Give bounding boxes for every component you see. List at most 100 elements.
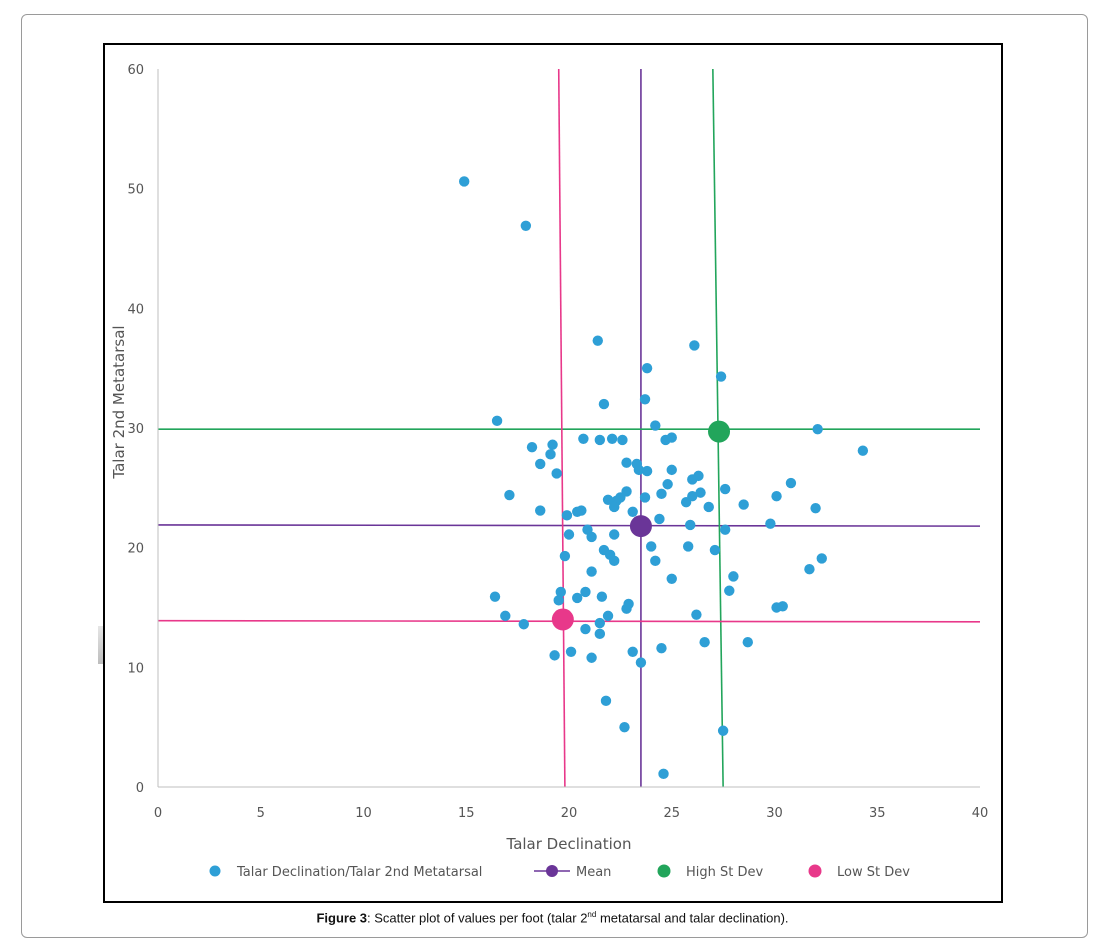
y-tick-label: 10 (127, 661, 144, 676)
data-point (650, 555, 661, 567)
data-point (491, 415, 503, 427)
data-point (596, 591, 608, 602)
y-tick-labels: 0 10 20 30 40 50 60 (127, 63, 144, 796)
data-point (458, 176, 470, 187)
data-point (857, 445, 869, 456)
legend: Talar Declination/Talar 2nd Metatarsal Me… (209, 864, 910, 880)
low-st-dev-point (551, 608, 574, 631)
data-point (586, 566, 597, 577)
data-point (812, 423, 823, 435)
data-point (621, 457, 632, 468)
data-point (592, 335, 603, 346)
x-axis-title: Talar Declination (506, 835, 632, 853)
data-point (666, 573, 677, 584)
data-point (609, 501, 620, 513)
data-point (565, 646, 577, 657)
data-point (500, 610, 511, 622)
x-tick-label: 20 (561, 806, 578, 821)
legend-high-st-dev-label: High St Dev (686, 865, 764, 880)
data-point (785, 477, 797, 489)
legend-low-st-dev-marker (808, 864, 822, 878)
y-tick-label: 60 (127, 63, 144, 78)
x-tick-label: 0 (154, 806, 162, 821)
data-point (717, 725, 729, 736)
data-point (545, 449, 556, 460)
data-point (662, 479, 673, 490)
data-point (682, 541, 694, 552)
data-point (535, 458, 546, 470)
data-point (504, 489, 515, 501)
data-point (738, 499, 749, 510)
data-point (689, 340, 700, 351)
x-tick-label: 10 (355, 806, 372, 821)
data-point (719, 483, 731, 495)
data-point (627, 646, 638, 657)
data-point (555, 586, 566, 598)
y-tick-label: 0 (136, 781, 144, 796)
data-point (549, 650, 560, 661)
caption-superscript: nd (587, 910, 597, 919)
data-point (586, 531, 597, 543)
data-point (535, 505, 546, 516)
data-point (641, 465, 653, 477)
data-point (619, 721, 630, 733)
data-point (617, 434, 628, 446)
data-point (666, 432, 677, 443)
reference-line-low-st-dev-vertical (557, 68, 566, 788)
data-point (695, 487, 706, 498)
data-point (553, 595, 564, 606)
data-point (728, 571, 739, 582)
data-point (680, 496, 692, 508)
y-tick-label: 50 (127, 183, 144, 198)
data-point (559, 550, 571, 562)
legend-mean-marker (546, 865, 558, 877)
data-point (691, 609, 702, 620)
high-st-dev-point (708, 420, 731, 443)
data-point (563, 529, 575, 540)
data-point (666, 464, 677, 476)
data-points (458, 176, 869, 780)
y-tick-label: 40 (127, 302, 144, 317)
data-point (609, 555, 620, 567)
y-axis-title: Talar 2nd Metatarsal (110, 325, 128, 479)
data-point (771, 491, 782, 502)
data-point (547, 439, 558, 450)
data-point (621, 603, 632, 614)
data-point (520, 220, 532, 231)
data-point (804, 564, 815, 575)
data-point (576, 505, 587, 516)
x-tick-label: 30 (766, 806, 783, 821)
data-point (600, 695, 612, 707)
data-point (598, 398, 610, 410)
data-point (602, 494, 614, 505)
data-point (703, 501, 714, 513)
data-point (709, 544, 721, 556)
data-point (816, 553, 827, 564)
data-point (715, 371, 727, 382)
y-tick-label: 20 (127, 542, 144, 557)
data-point (810, 502, 821, 514)
caption-text-after: metatarsal and talar declination). (596, 910, 789, 926)
data-point (646, 541, 657, 552)
data-point (641, 362, 653, 374)
data-point (719, 524, 731, 535)
x-tick-label: 15 (458, 806, 475, 821)
data-point (586, 652, 597, 663)
data-point (518, 619, 529, 630)
data-point (654, 513, 665, 525)
data-point (594, 628, 606, 640)
data-point (602, 610, 614, 622)
data-point (724, 585, 735, 596)
legend-low-st-dev-label: Low St Dev (837, 865, 910, 880)
data-point (635, 657, 647, 668)
data-point (551, 468, 562, 479)
mean-point (629, 515, 652, 538)
data-point (580, 586, 591, 598)
data-point (656, 488, 667, 500)
data-point (699, 637, 710, 648)
data-point (639, 394, 651, 405)
axes (157, 69, 980, 788)
legend-talar-declination-talar-2nd-metatarsal-marker (209, 865, 221, 877)
page-edge-mark (98, 626, 103, 664)
data-point (606, 433, 618, 444)
